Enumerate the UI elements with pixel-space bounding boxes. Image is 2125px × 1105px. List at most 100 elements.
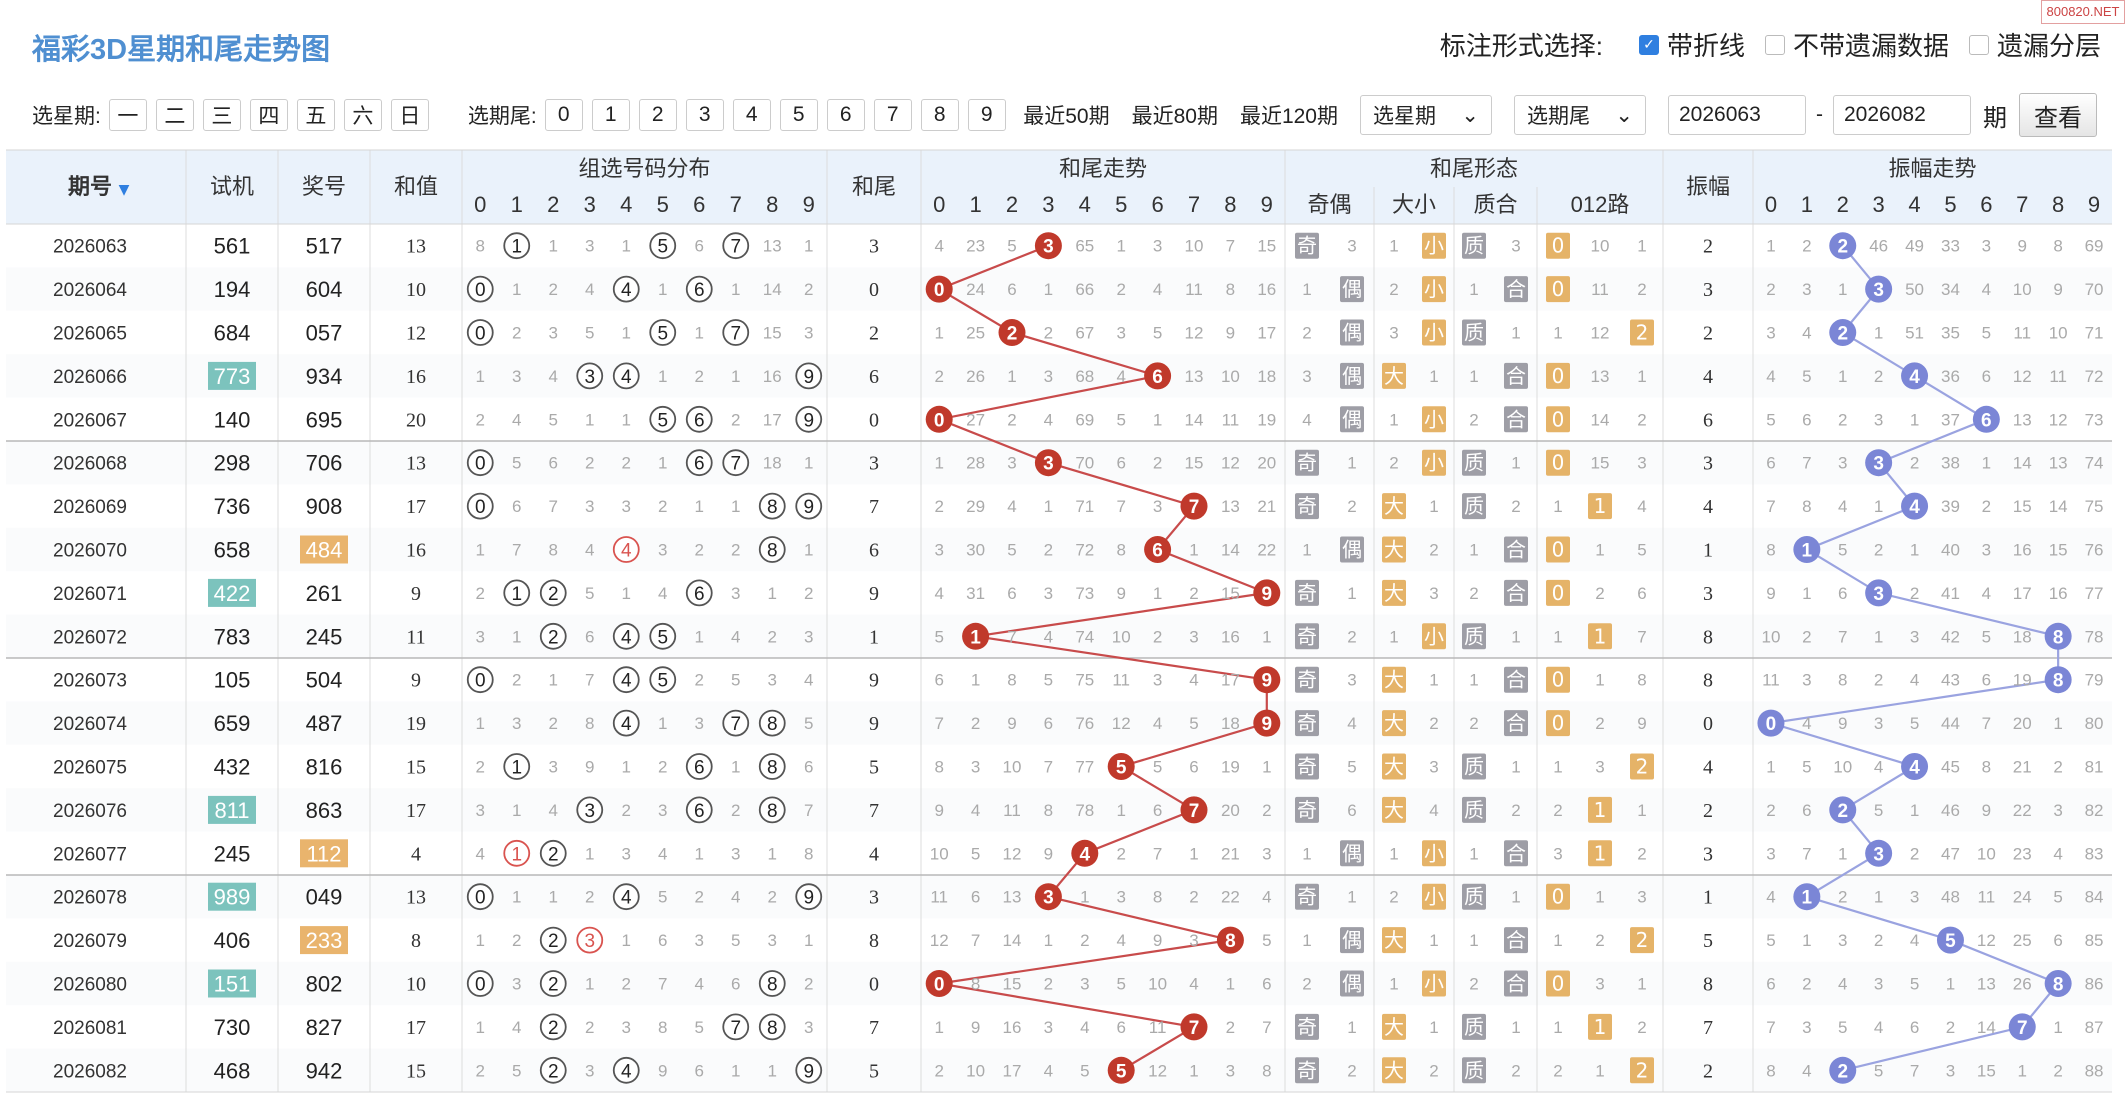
road-mark: 1 — [1594, 624, 1607, 648]
weekday-button[interactable]: 一 — [108, 99, 147, 131]
amp-miss: 6 — [1766, 975, 1775, 994]
big-small-miss: 2 — [1429, 1061, 1438, 1080]
tail-button[interactable]: 2 — [638, 99, 677, 131]
prize-cell: 112 — [306, 841, 341, 866]
big-small-miss: 1 — [1429, 497, 1438, 516]
dist-circle — [722, 319, 750, 346]
road-mark: 2 — [1636, 755, 1649, 779]
tail-ball-number: 0 — [934, 280, 945, 301]
road-mark-bg — [1630, 1057, 1654, 1084]
amp-cell: 3 — [1703, 843, 1713, 865]
tail-button[interactable]: 5 — [779, 99, 818, 131]
dist-miss: 2 — [476, 758, 485, 777]
prime-mark-bg — [1462, 1057, 1486, 1084]
test-cell: 140 — [214, 407, 251, 432]
amp-miss: 75 — [2085, 497, 2104, 516]
prize-cell: 484 — [306, 538, 343, 563]
tail-button[interactable]: 8 — [920, 99, 959, 131]
amp-cell: 8 — [1703, 626, 1713, 648]
option-with-line[interactable]: ✓ 带折线 — [1638, 26, 1745, 63]
amp-miss: 5 — [1766, 410, 1775, 429]
amp-miss: 1 — [1838, 844, 1847, 863]
prime-mark-bg — [1462, 449, 1486, 476]
weekday-button[interactable]: 四 — [249, 99, 288, 131]
option-miss-layer[interactable]: 遗漏分层 — [1968, 26, 2101, 63]
dist-miss: 2 — [731, 541, 740, 560]
table-row — [6, 961, 2112, 1006]
tail-miss: 16 — [1221, 627, 1240, 646]
weekday-button[interactable]: 三 — [202, 99, 241, 131]
dist-miss: 1 — [695, 627, 704, 646]
option-label: 带折线 — [1666, 31, 1745, 61]
amp-miss: 10 — [1761, 627, 1780, 646]
tail-miss: 6 — [1116, 454, 1125, 473]
option-label: 遗漏分层 — [1996, 31, 2101, 61]
select-weekday-dropdown[interactable]: 选星期 ⌄ — [1360, 95, 1492, 135]
checkbox-icon[interactable] — [1968, 34, 1989, 55]
tail-button[interactable]: 9 — [967, 99, 1006, 131]
table-row — [6, 614, 2112, 658]
group-header: 组选号码分布 — [578, 156, 710, 181]
dist-miss: 6 — [549, 454, 558, 473]
select-value: 选星期 — [1373, 105, 1436, 128]
tail-button[interactable]: 0 — [544, 99, 583, 131]
amp-miss: 72 — [2085, 367, 2104, 386]
from-issue-input[interactable]: 2026063 — [1668, 95, 1806, 135]
amp-miss: 2 — [1910, 584, 1919, 603]
amp-miss: 9 — [2018, 237, 2027, 256]
table-row — [6, 1048, 2112, 1092]
prime-mark-bg — [1462, 753, 1486, 780]
recent-50-link[interactable]: 最近50期 — [1023, 105, 1110, 128]
big-small-mark: 小 — [1424, 407, 1444, 431]
dist-miss: 2 — [731, 801, 740, 820]
odd-even-mark-bg — [1340, 362, 1364, 389]
dist-miss: 1 — [476, 541, 485, 560]
checkbox-icon[interactable] — [1764, 34, 1785, 55]
display-options: 标注形式选择: ✓ 带折线 不带遗漏数据 遗漏分层 — [1440, 26, 2101, 63]
query-button[interactable]: 查看 — [2019, 93, 2097, 137]
select-tail-dropdown[interactable]: 选期尾 ⌄ — [1514, 95, 1646, 135]
big-small-mark: 小 — [1424, 234, 1444, 258]
weekday-button[interactable]: 二 — [155, 99, 194, 131]
tail-miss: 3 — [1080, 975, 1089, 994]
amp-miss: 1 — [1802, 584, 1811, 603]
weekday-button[interactable]: 日 — [390, 99, 429, 131]
digit-header: 2 — [1837, 192, 1849, 217]
tail-cell: 7 — [869, 1017, 879, 1039]
amp-miss: 3 — [1910, 888, 1919, 907]
prime-mark-bg — [1504, 536, 1528, 563]
amp-miss: 2 — [1982, 497, 1991, 516]
digit-header: 3 — [1873, 192, 1885, 217]
dist-number: 4 — [621, 671, 632, 692]
amp-miss: 18 — [2013, 627, 2032, 646]
recent-80-link[interactable]: 最近80期 — [1131, 105, 1218, 128]
amp-miss: 3 — [1766, 324, 1775, 343]
checkbox-checked-icon[interactable]: ✓ — [1638, 34, 1659, 55]
recent-120-link[interactable]: 最近120期 — [1239, 105, 1338, 128]
tail-button[interactable]: 3 — [685, 99, 724, 131]
weekday-button[interactable]: 五 — [296, 99, 335, 131]
dist-number: 6 — [694, 280, 705, 301]
big-small-header: 大小 — [1392, 192, 1436, 217]
digit-header: 2 — [1006, 192, 1018, 217]
amp-miss: 4 — [1766, 367, 1775, 386]
tail-trend-line — [935, 244, 1272, 1072]
option-no-miss[interactable]: 不带遗漏数据 — [1764, 26, 1949, 63]
big-small-mark: 小 — [1424, 624, 1444, 648]
tail-trend-header: 和尾走势 — [1059, 156, 1147, 181]
big-small-mark-bg — [1382, 579, 1406, 606]
dist-miss: 2 — [658, 758, 667, 777]
amp-miss: 4 — [1874, 1018, 1883, 1037]
prize-header: 奖号 — [302, 174, 346, 199]
dist-number: 5 — [657, 410, 668, 431]
tail-button[interactable]: 4 — [732, 99, 771, 131]
tail-button[interactable]: 6 — [826, 99, 865, 131]
road-miss: 2 — [1553, 801, 1562, 820]
to-issue-input[interactable]: 2026082 — [1833, 95, 1971, 135]
big-small-miss: 2 — [1429, 541, 1438, 560]
tail-button[interactable]: 1 — [591, 99, 630, 131]
dist-miss: 6 — [695, 1061, 704, 1080]
weekday-button[interactable]: 六 — [343, 99, 382, 131]
amp-miss: 2 — [1838, 410, 1847, 429]
tail-button[interactable]: 7 — [873, 99, 912, 131]
